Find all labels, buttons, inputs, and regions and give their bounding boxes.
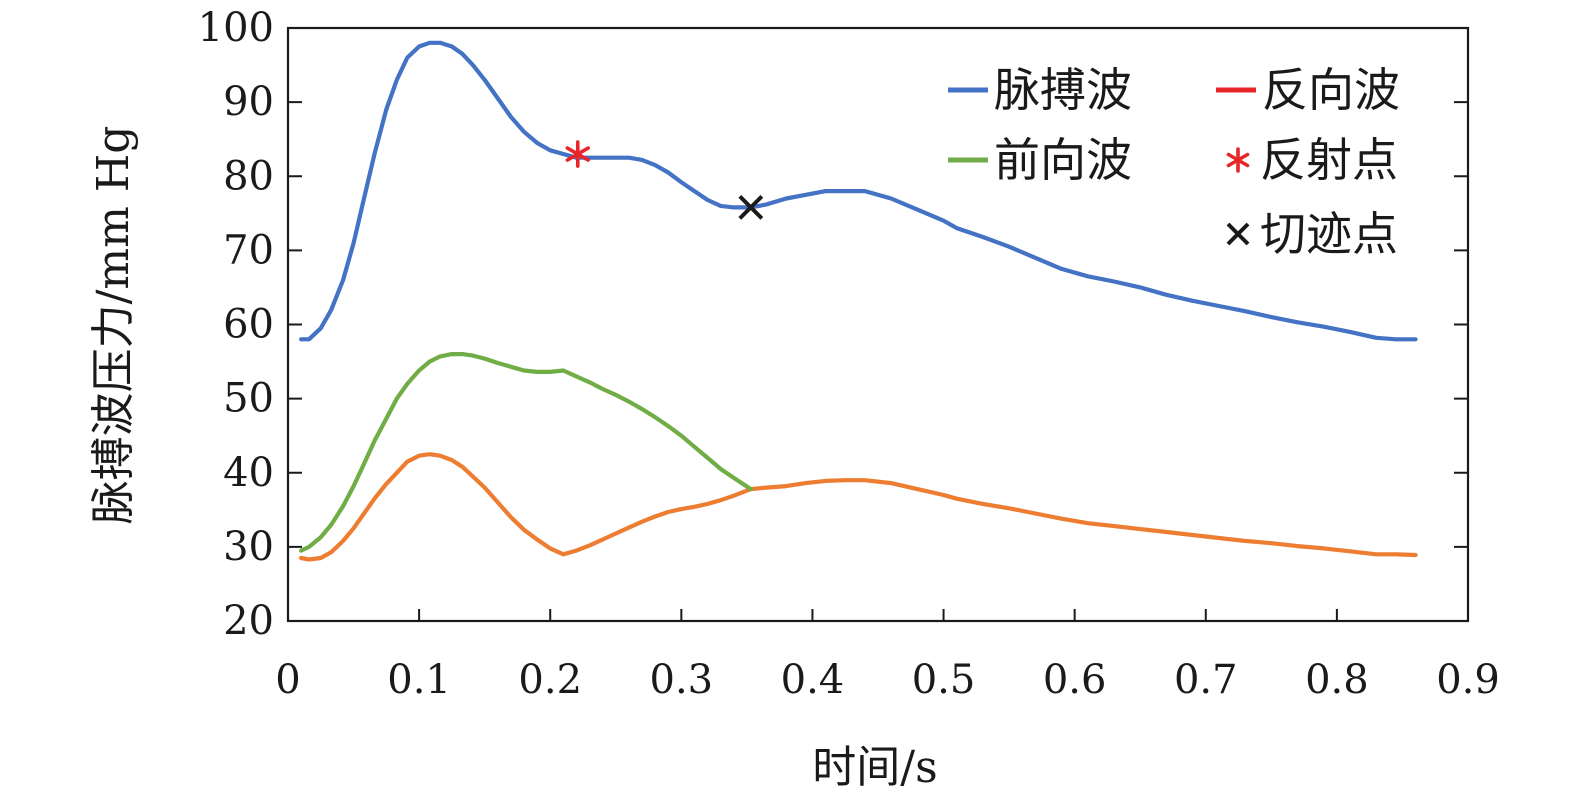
legend-swatch-x-stroke xyxy=(1226,222,1250,246)
x-tick-label: 0.7 xyxy=(1174,657,1238,703)
series-line-pulse xyxy=(299,40,1418,342)
x-tick-label: 0 xyxy=(275,657,300,703)
y-tick-label: 70 xyxy=(223,227,274,273)
legend-item: 切迹点 xyxy=(1226,207,1398,261)
x-tick-label: 0.9 xyxy=(1436,657,1500,703)
legend-item: 脉搏波 xyxy=(948,63,1132,117)
legend-label: 前向波 xyxy=(994,133,1132,187)
axis-ticks: 20 30 40 50 60 70 80 90 100 0 0.1 0.2 0.3 0.4 0.5 0.6 0.… xyxy=(198,5,1500,703)
legend-swatch-x xyxy=(1226,222,1250,246)
x-tick-label: 0.8 xyxy=(1305,657,1369,703)
series-line-reflected xyxy=(299,452,1418,562)
legend-label: 脉搏波 xyxy=(994,63,1132,117)
legend-item: 反射点 xyxy=(1226,133,1398,187)
x-axis-title: 时间/s xyxy=(812,742,937,793)
x-tick-label: 0.2 xyxy=(518,657,582,703)
y-tick-label: 40 xyxy=(223,450,274,496)
y-axis-title: 脉搏波压力/mm Hg xyxy=(88,126,139,525)
legend-label: 反向波 xyxy=(1262,63,1400,117)
notch-point-marker xyxy=(738,194,764,220)
legend-swatch-asterisk xyxy=(1226,147,1250,173)
series-line-forward xyxy=(299,352,753,553)
legend-label: 反射点 xyxy=(1260,133,1398,187)
legend-item: 前向波 xyxy=(948,133,1132,187)
notch-point-marker-stroke xyxy=(738,194,764,220)
x-tick-label: 0.6 xyxy=(1043,657,1107,703)
x-tick-label: 0.1 xyxy=(387,657,451,703)
legend-swatch-asterisk-stroke xyxy=(1226,152,1250,168)
x-tick-label: 0.5 xyxy=(912,657,976,703)
y-tick-label: 50 xyxy=(223,376,274,422)
y-tick-label: 60 xyxy=(223,302,274,348)
y-tick-label: 80 xyxy=(223,153,274,199)
y-tick-label: 30 xyxy=(223,524,274,570)
y-tick-label: 100 xyxy=(198,5,274,51)
legend-item: 反向波 xyxy=(1216,63,1400,117)
reflection-point-marker xyxy=(565,140,590,168)
y-tick-label: 90 xyxy=(223,79,274,125)
reflection-point-marker-stroke xyxy=(565,146,590,162)
x-tick-label: 0.4 xyxy=(781,657,845,703)
x-tick-label: 0.3 xyxy=(650,657,714,703)
y-tick-label: 20 xyxy=(223,598,274,644)
legend-label: 切迹点 xyxy=(1260,207,1398,261)
special-points xyxy=(565,140,764,220)
series-group xyxy=(299,40,1418,562)
